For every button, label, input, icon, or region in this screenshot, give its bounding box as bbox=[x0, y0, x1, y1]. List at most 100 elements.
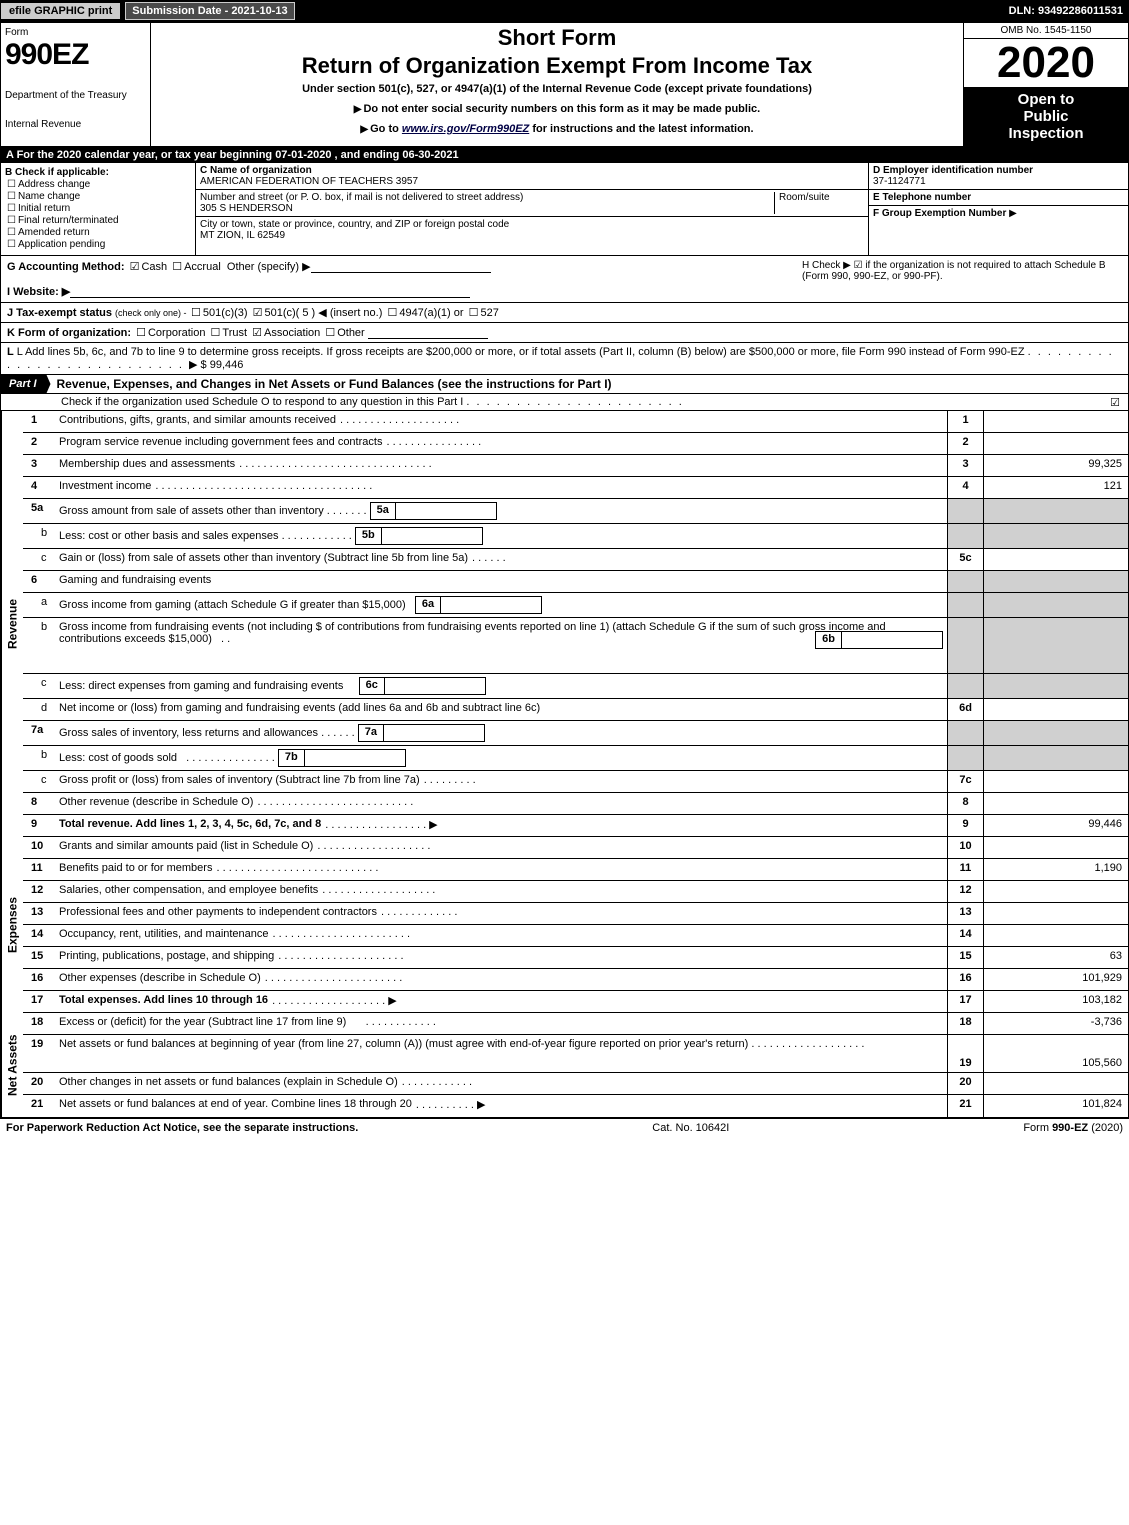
chk-association[interactable] bbox=[250, 327, 264, 339]
chk-accrual[interactable] bbox=[170, 261, 184, 273]
line-7b-num: b bbox=[23, 746, 55, 770]
chk-4947[interactable] bbox=[385, 307, 399, 319]
line-7a: 7a Gross sales of inventory, less return… bbox=[23, 721, 1128, 746]
chk-501c3[interactable] bbox=[189, 307, 203, 319]
chk-final-return[interactable]: Final return/terminated bbox=[5, 215, 191, 226]
line-5a-greyval bbox=[983, 499, 1128, 523]
line-9-desc: Total revenue. Add lines 1, 2, 3, 4, 5c,… bbox=[59, 818, 321, 833]
open-to-public-badge: Open to Public Inspection bbox=[964, 87, 1128, 146]
return-title: Return of Organization Exempt From Incom… bbox=[157, 53, 957, 79]
line-9-num: 9 bbox=[23, 815, 55, 836]
chk-initial-return[interactable]: Initial return bbox=[5, 203, 191, 214]
f-label: F Group Exemption Number bbox=[873, 208, 1006, 219]
line-14-num: 14 bbox=[23, 925, 55, 946]
line-20-num: 20 bbox=[23, 1073, 55, 1094]
line-21-desc: Net assets or fund balances at end of ye… bbox=[59, 1098, 412, 1114]
footer-cat-no: Cat. No. 10642I bbox=[652, 1122, 729, 1134]
submission-date-badge: Submission Date - 2021-10-13 bbox=[125, 2, 294, 20]
j-pre: J Tax-exempt status bbox=[7, 307, 115, 319]
room-label: Room/suite bbox=[779, 192, 830, 203]
other-specify-input[interactable] bbox=[311, 261, 491, 273]
header-right: OMB No. 1545-1150 2020 Open to Public In… bbox=[963, 23, 1128, 146]
line-10-num: 10 bbox=[23, 837, 55, 858]
header-left: Form 990EZ Department of the Treasury In… bbox=[1, 23, 151, 146]
chk-amended-return[interactable]: Amended return bbox=[5, 227, 191, 238]
line-14-val bbox=[983, 925, 1128, 946]
line-15-desc: Printing, publications, postage, and shi… bbox=[59, 950, 274, 965]
h-text: H Check ▶ ☑ if the organization is not r… bbox=[802, 260, 1106, 282]
efile-print-button[interactable]: efile GRAPHIC print bbox=[0, 2, 121, 20]
chk-other-org[interactable] bbox=[323, 327, 337, 339]
chk-schedule-o[interactable] bbox=[1108, 396, 1122, 409]
chk-cash[interactable] bbox=[128, 261, 142, 273]
line-18: 18 Excess or (deficit) for the year (Sub… bbox=[23, 1013, 1128, 1035]
line-21-val: 101,824 bbox=[983, 1095, 1128, 1117]
irs-link[interactable]: www.irs.gov/Form990EZ bbox=[402, 123, 529, 135]
open-line2: Public bbox=[966, 108, 1126, 125]
line-15: 15 Printing, publications, postage, and … bbox=[23, 947, 1128, 969]
line-7b-greyval bbox=[983, 746, 1128, 770]
chk-trust[interactable] bbox=[209, 327, 223, 339]
line-6-desc: Gaming and fundraising events bbox=[59, 574, 211, 586]
line-3-box: 3 bbox=[947, 455, 983, 476]
line-9-box: 9 bbox=[947, 815, 983, 836]
line-4-val: 121 bbox=[983, 477, 1128, 498]
line-19-num: 19 bbox=[23, 1035, 55, 1072]
chk-501c[interactable] bbox=[251, 307, 265, 319]
net-assets-section: Net Assets 18 Excess or (deficit) for th… bbox=[0, 1013, 1129, 1118]
section-bcdef: B Check if applicable: Address change Na… bbox=[0, 163, 1129, 256]
line-14: 14 Occupancy, rent, utilities, and maint… bbox=[23, 925, 1128, 947]
line-21: 21 Net assets or fund balances at end of… bbox=[23, 1095, 1128, 1117]
line-6c-greybox bbox=[947, 674, 983, 698]
expenses-side-label: Expenses bbox=[1, 837, 23, 1013]
part-1-title: Revenue, Expenses, and Changes in Net As… bbox=[51, 377, 612, 391]
e-label: E Telephone number bbox=[873, 192, 971, 203]
line-7b-desc: Less: cost of goods sold bbox=[59, 752, 177, 764]
line-1-num: 1 bbox=[23, 411, 55, 432]
chk-application-pending[interactable]: Application pending bbox=[5, 239, 191, 250]
dept-irs: Internal Revenue bbox=[5, 119, 146, 130]
line-6b-greybox bbox=[947, 618, 983, 673]
opt-association: Association bbox=[264, 327, 320, 339]
line-6d: d Net income or (loss) from gaming and f… bbox=[23, 699, 1128, 721]
line-13-num: 13 bbox=[23, 903, 55, 924]
top-bar: efile GRAPHIC print Submission Date - 20… bbox=[0, 0, 1129, 22]
line-5c-val bbox=[983, 549, 1128, 570]
line-20-val bbox=[983, 1073, 1128, 1094]
line-17: 17 Total expenses. Add lines 10 through … bbox=[23, 991, 1128, 1013]
line-17-num: 17 bbox=[23, 991, 55, 1012]
open-line3: Inspection bbox=[966, 125, 1126, 142]
line-14-desc: Occupancy, rent, utilities, and maintena… bbox=[59, 928, 269, 943]
city-label: City or town, state or province, country… bbox=[200, 219, 509, 230]
line-11: 11 Benefits paid to or for members . . .… bbox=[23, 859, 1128, 881]
line-10: 10 Grants and similar amounts paid (list… bbox=[23, 837, 1128, 859]
line-4-desc: Investment income bbox=[59, 480, 151, 495]
line-6d-desc: Net income or (loss) from gaming and fun… bbox=[59, 702, 540, 717]
line-7a-innerbox: 7a bbox=[358, 724, 485, 742]
line-5b-desc: Less: cost or other basis and sales expe… bbox=[59, 530, 279, 542]
line-5a-innerbox: 5a bbox=[370, 502, 497, 520]
chk-address-change[interactable]: Address change bbox=[5, 179, 191, 190]
line-13-desc: Professional fees and other payments to … bbox=[59, 906, 377, 921]
line-20-box: 20 bbox=[947, 1073, 983, 1094]
line-12: 12 Salaries, other compensation, and emp… bbox=[23, 881, 1128, 903]
expenses-lines: 10 Grants and similar amounts paid (list… bbox=[23, 837, 1128, 1013]
chk-527[interactable] bbox=[467, 307, 481, 319]
dept-treasury: Department of the Treasury bbox=[5, 90, 146, 101]
line-5c-desc: Gain or (loss) from sale of assets other… bbox=[59, 552, 468, 567]
l-amount: $ 99,446 bbox=[201, 359, 244, 371]
line-3-val: 99,325 bbox=[983, 455, 1128, 476]
other-org-input[interactable] bbox=[368, 327, 488, 339]
city-value: MT ZION, IL 62549 bbox=[200, 230, 285, 241]
line-1: 1 Contributions, gifts, grants, and simi… bbox=[23, 411, 1128, 433]
line-16-val: 101,929 bbox=[983, 969, 1128, 990]
line-6c: c Less: direct expenses from gaming and … bbox=[23, 674, 1128, 699]
row-l-gross-receipts: L L Add lines 5b, 6c, and 7b to line 9 t… bbox=[0, 343, 1129, 374]
part-1-subtitle: Check if the organization used Schedule … bbox=[0, 394, 1129, 411]
goto-post: for instructions and the latest informat… bbox=[529, 123, 753, 135]
chk-corporation[interactable] bbox=[134, 327, 148, 339]
website-input[interactable] bbox=[70, 286, 470, 298]
chk-name-change[interactable]: Name change bbox=[5, 191, 191, 202]
part-1-badge: Part I bbox=[1, 375, 51, 393]
cash-label: Cash bbox=[141, 261, 167, 273]
